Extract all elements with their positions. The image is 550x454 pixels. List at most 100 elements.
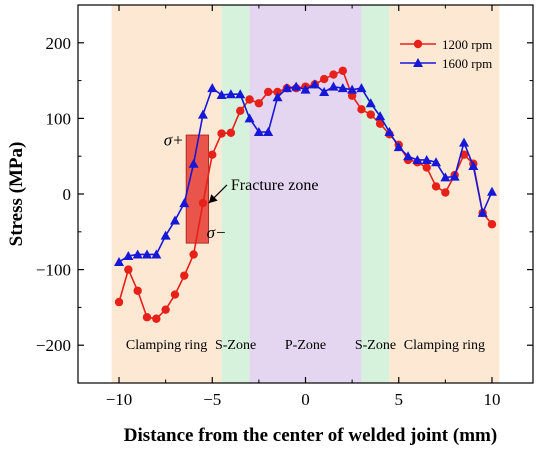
data-point-1600rpm [486, 186, 497, 196]
data-point-1600rpm [141, 249, 152, 259]
data-point-1600rpm [440, 172, 451, 182]
zone-label: Clamping ring [404, 338, 485, 353]
data-point-1200rpm [245, 95, 254, 104]
legend-label: 1200 rpm [442, 37, 492, 52]
sigma-minus-label: σ− [207, 223, 227, 242]
data-point-1600rpm [132, 249, 143, 259]
data-point-1600rpm [431, 157, 442, 167]
data-point-1600rpm [244, 113, 255, 123]
data-point-1600rpm [281, 83, 292, 93]
x-tick-label: 5 [394, 390, 403, 409]
legend-marker-circle [413, 39, 423, 49]
data-point-1200rpm [180, 271, 189, 280]
fracture-arrow-head [208, 194, 218, 204]
data-point-1600rpm [356, 83, 367, 93]
data-point-1200rpm [487, 220, 497, 229]
data-point-1600rpm [188, 158, 199, 168]
data-point-1200rpm [441, 188, 450, 197]
y-tick-label: −100 [36, 261, 71, 280]
y-tick-label: 100 [46, 109, 72, 128]
data-point-1200rpm [329, 70, 338, 79]
data-point-1600rpm [319, 86, 330, 96]
data-point-1200rpm [338, 66, 347, 75]
data-point-1600rpm [477, 207, 488, 217]
data-point-1200rpm [198, 198, 208, 208]
data-point-1200rpm [217, 129, 226, 138]
data-point-1600rpm [375, 111, 386, 121]
data-point-1600rpm [235, 89, 246, 99]
data-point-1200rpm [133, 286, 142, 295]
data-point-1600rpm [151, 249, 162, 259]
data-point-1600rpm [291, 81, 302, 91]
zone-label: S-Zone [215, 338, 256, 353]
data-point-1200rpm [161, 305, 170, 314]
data-point-1200rpm [208, 150, 217, 159]
y-tick-label: −200 [36, 336, 71, 355]
data-point-1600rpm [449, 171, 460, 181]
data-point-1600rpm [300, 84, 311, 94]
data-point-1600rpm [309, 79, 320, 89]
data-point-1600rpm [114, 257, 125, 267]
data-point-1600rpm [384, 127, 395, 137]
labels-layer: Distance from the center of welded joint… [6, 131, 497, 446]
data-point-1600rpm [459, 137, 470, 147]
data-point-1600rpm [207, 83, 218, 93]
data-point-1600rpm [337, 83, 348, 93]
x-tick-label: −10 [106, 390, 133, 409]
fracture-zone-box [185, 134, 209, 244]
data-point-1200rpm [170, 290, 180, 299]
sigma-plus-label: σ+ [164, 131, 184, 150]
data-point-1600rpm [263, 127, 274, 137]
legend-label: 1600 rpm [442, 56, 492, 71]
data-point-1200rpm [357, 105, 366, 114]
data-point-1600rpm [216, 89, 227, 99]
x-axis-label: Distance from the center of welded joint… [124, 425, 497, 446]
data-point-1200rpm [366, 110, 375, 119]
data-point-1200rpm [375, 119, 385, 128]
x-tick-label: −5 [203, 390, 221, 409]
data-point-1600rpm [169, 215, 180, 225]
zone-band [221, 5, 250, 383]
data-point-1200rpm [422, 163, 431, 172]
legend: 1200 rpm 1600 rpm [400, 37, 492, 71]
data-point-1600rpm [365, 98, 376, 108]
data-point-1200rpm [114, 297, 124, 307]
legend-marker-triangle [413, 58, 423, 67]
data-point-1600rpm [347, 84, 358, 94]
data-point-1600rpm [197, 109, 208, 119]
data-point-1600rpm [412, 154, 423, 164]
data-point-1200rpm [254, 99, 264, 108]
data-point-1200rpm [319, 74, 329, 84]
x-tick-label: 10 [483, 390, 500, 409]
data-point-1600rpm [328, 81, 339, 91]
data-point-1200rpm [189, 250, 198, 259]
zone-band [361, 5, 390, 383]
data-point-1600rpm [225, 89, 236, 99]
x-tick-label: 0 [301, 390, 310, 409]
data-point-1600rpm [468, 161, 479, 171]
fracture-layer [185, 134, 209, 244]
y-tick-label: 0 [63, 185, 72, 204]
y-axis-label: Stress (MPa) [6, 142, 27, 247]
data-point-1200rpm [124, 265, 133, 274]
zone-band [249, 5, 362, 383]
data-point-1200rpm [431, 182, 441, 191]
data-point-1600rpm [179, 198, 190, 208]
data-point-1200rpm [142, 313, 152, 322]
data-point-1200rpm [264, 87, 273, 97]
data-point-1600rpm [403, 151, 414, 161]
fracture-zone-label: Fracture zone [231, 177, 319, 194]
data-point-1200rpm [152, 314, 161, 323]
data-point-1600rpm [272, 92, 283, 102]
zone-label: P-Zone [285, 338, 326, 353]
axes-layer: −10 −5 0 5 10 200 100 0 −100 −200 [36, 4, 534, 409]
data-point-1200rpm [236, 106, 245, 116]
zone-label: Clamping ring [126, 338, 207, 353]
data-point-1600rpm [123, 250, 134, 260]
series-layer [114, 66, 497, 323]
data-point-1200rpm [273, 87, 282, 97]
data-point-1600rpm [421, 154, 432, 164]
data-point-1600rpm [160, 230, 171, 240]
